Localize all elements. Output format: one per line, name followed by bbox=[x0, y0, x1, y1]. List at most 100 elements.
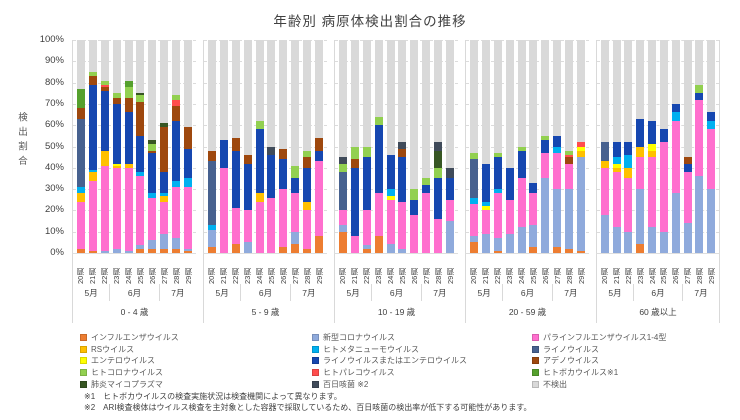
bar-segment bbox=[315, 161, 324, 236]
bar-segment bbox=[517, 178, 526, 228]
bar-segment bbox=[386, 40, 395, 156]
stacked-bar bbox=[707, 40, 716, 253]
bar-segment bbox=[231, 40, 240, 139]
bar-segment bbox=[350, 167, 359, 236]
bar-segment bbox=[279, 189, 288, 247]
bar-segment bbox=[398, 157, 407, 202]
bar-segment bbox=[505, 167, 514, 200]
age-panel: 20週 21週 22週 23週 24週 25週 26週 27週 28週 29週 5月 6月 7月 5 - … bbox=[203, 40, 327, 323]
bar-segment bbox=[160, 201, 169, 234]
bar-segment bbox=[707, 189, 716, 253]
legend-item: ヒトコロナウイルス bbox=[80, 367, 312, 379]
bar-segment bbox=[386, 244, 395, 253]
bar-segment bbox=[386, 155, 395, 190]
gridline bbox=[466, 189, 589, 191]
bar-segment bbox=[469, 40, 478, 153]
stacked-bar bbox=[279, 40, 288, 253]
gridline bbox=[597, 40, 719, 41]
bar-segment bbox=[338, 163, 347, 173]
y-tick-label: 80% bbox=[44, 76, 64, 88]
bar-segment bbox=[231, 208, 240, 245]
bar-segment bbox=[279, 148, 288, 160]
bar-segment bbox=[350, 159, 359, 168]
footnotes: ※1 ヒトボカウイルスの検査実施状況は検査機関によって異なります。 ※2 ARI… bbox=[84, 391, 531, 413]
bar-segment bbox=[100, 40, 109, 81]
gridline bbox=[466, 61, 589, 63]
bar-segment bbox=[100, 80, 109, 85]
bar-segment bbox=[362, 244, 371, 249]
bar-segment bbox=[434, 178, 443, 219]
week-label: 23週 bbox=[374, 268, 383, 284]
legend-item: 肺炎マイコプラズマ bbox=[80, 378, 312, 390]
bar-segment bbox=[267, 40, 276, 147]
stacked-bar bbox=[231, 40, 240, 253]
stacked-bar bbox=[446, 40, 455, 253]
bar-segment bbox=[648, 121, 657, 145]
bar-segment bbox=[267, 155, 276, 198]
bar-segment bbox=[398, 40, 407, 143]
bar-segment bbox=[469, 197, 478, 205]
bar-segment bbox=[636, 146, 645, 158]
bar-segment bbox=[374, 125, 383, 194]
bar-segment bbox=[671, 193, 680, 253]
y-axis: 100% 90% 80% 70% 60% 50% 40% 30% 20% 10% 0% bbox=[26, 34, 72, 258]
stacked-bar bbox=[184, 40, 193, 253]
bar-segment bbox=[148, 248, 157, 253]
bar-segment bbox=[410, 214, 419, 253]
gridline bbox=[204, 82, 327, 84]
y-tick-label: 40% bbox=[44, 161, 64, 173]
bar-segment bbox=[707, 112, 716, 121]
stacked-bar bbox=[612, 40, 621, 253]
gridline bbox=[335, 40, 458, 41]
x-axis-block: 20週 21週 22週 23週 24週 25週 26週 27週 28週 29週 5月 6月 7月 bbox=[72, 254, 196, 301]
stacked-bar bbox=[303, 40, 312, 253]
week-label: 21週 bbox=[611, 268, 621, 284]
bar-segment bbox=[671, 120, 680, 194]
bar-segment bbox=[124, 97, 133, 113]
bar-segment bbox=[707, 129, 716, 190]
bar-segment bbox=[493, 189, 502, 194]
bar-segment bbox=[577, 250, 586, 253]
bar-segment bbox=[184, 40, 193, 128]
week-label: 23週 bbox=[505, 268, 514, 284]
bar-segment bbox=[648, 157, 657, 228]
bar-segment bbox=[386, 199, 395, 245]
gridline bbox=[335, 189, 458, 191]
legend-item: インフルエンザウイルス bbox=[80, 332, 312, 344]
bar-segment bbox=[493, 250, 502, 253]
bar-segment bbox=[612, 163, 621, 168]
week-labels-row: 20週 21週 22週 23週 24週 25週 26週 27週 28週 29週 bbox=[597, 254, 719, 284]
stacked-bar bbox=[136, 40, 145, 253]
bar-segment bbox=[338, 231, 347, 253]
bar-segment bbox=[243, 163, 252, 211]
stacked-bar bbox=[517, 40, 526, 253]
bar-segment bbox=[481, 201, 490, 207]
bar-segment bbox=[172, 106, 181, 121]
bar-segment bbox=[184, 127, 193, 149]
bar-segment bbox=[374, 193, 383, 236]
month-label: 7月 bbox=[551, 284, 589, 301]
week-label: 23週 bbox=[243, 268, 252, 284]
legend-item: ヒトパレコウイルス bbox=[312, 367, 532, 379]
bar-segment bbox=[124, 80, 133, 87]
bar-segment bbox=[255, 129, 264, 194]
bar-segment bbox=[434, 167, 443, 179]
week-label: 25週 bbox=[398, 268, 407, 284]
legend-swatch-icon bbox=[80, 380, 87, 388]
bar-segment bbox=[386, 189, 395, 196]
stacked-bar bbox=[398, 40, 407, 253]
bar-segment bbox=[398, 148, 407, 158]
month-label: 5月 bbox=[84, 287, 98, 298]
bar-segment bbox=[136, 101, 145, 136]
legend-swatch-icon bbox=[312, 345, 319, 353]
bar-segment bbox=[172, 95, 181, 100]
bar-segment bbox=[577, 142, 586, 147]
bar-segment bbox=[707, 40, 716, 113]
bar-segment bbox=[481, 233, 490, 253]
age-panel: 20週 21週 22週 23週 24週 25週 26週 27週 28週 29週 5月 6月 7月 60 歳… bbox=[596, 40, 720, 323]
legend-label: ライノウイルス bbox=[543, 344, 599, 354]
stacked-bar bbox=[350, 40, 359, 253]
bar-segment bbox=[577, 157, 586, 251]
month-labels-row: 5月 6月 7月 bbox=[597, 284, 719, 301]
